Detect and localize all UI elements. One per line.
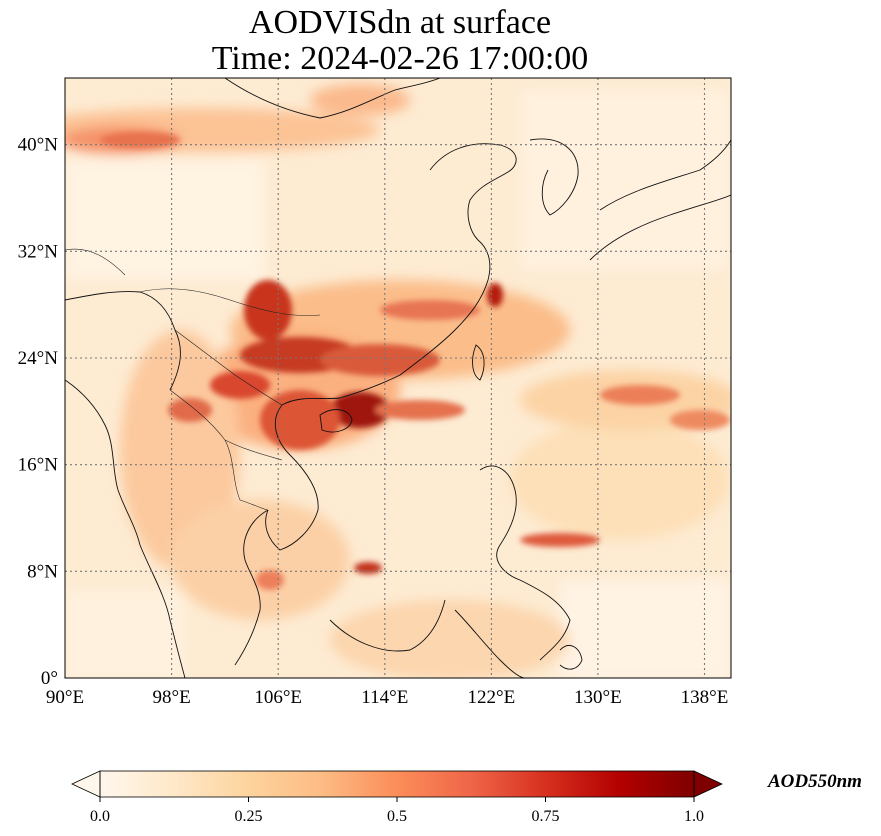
- lat-tick-label: 0°: [41, 668, 58, 689]
- lon-tick-label: 98°E: [152, 687, 190, 708]
- lon-tick-label: 106°E: [254, 687, 302, 708]
- colorbar-max-extend-arrow: [693, 770, 723, 798]
- lon-tick-label: 122°E: [468, 687, 516, 708]
- colorbar-tick-label: 0.75: [532, 808, 560, 825]
- lat-tick-label: 40°N: [18, 135, 59, 156]
- coastlines: [65, 78, 731, 678]
- lat-tick-label: 8°N: [27, 561, 58, 582]
- colorbar-tick-label: 1.0: [684, 808, 704, 825]
- lon-tick-label: 130°E: [574, 687, 622, 708]
- colorbar-tick-label: 0.25: [235, 808, 263, 825]
- lon-tick-label: 138°E: [681, 687, 729, 708]
- map-border: [64, 77, 732, 679]
- lat-tick-label: 16°N: [18, 455, 59, 476]
- colorbar-tick-label: 0.0: [90, 808, 110, 825]
- lat-tick-label: 32°N: [18, 241, 59, 262]
- colorbar-unit-label: AOD550nm: [767, 771, 862, 792]
- lon-tick-label: 90°E: [46, 687, 84, 708]
- graticule: [65, 78, 731, 678]
- colorbar-tick-label: 0.5: [387, 808, 407, 825]
- country-borders: [65, 248, 321, 511]
- colorbar-min-extend-arrow: [71, 770, 101, 798]
- map-title-line-2: Time: 2024-02-26 17:00:00: [211, 40, 589, 77]
- lat-tick-label: 24°N: [18, 348, 59, 369]
- map-title-line-1: AODVISdn at surface: [248, 4, 552, 41]
- aod-field: [65, 78, 731, 678]
- lon-tick-label: 114°E: [361, 687, 408, 708]
- colorbar: 0.0 0.25 0.5 0.75 1.0 AOD550nm: [71, 770, 862, 825]
